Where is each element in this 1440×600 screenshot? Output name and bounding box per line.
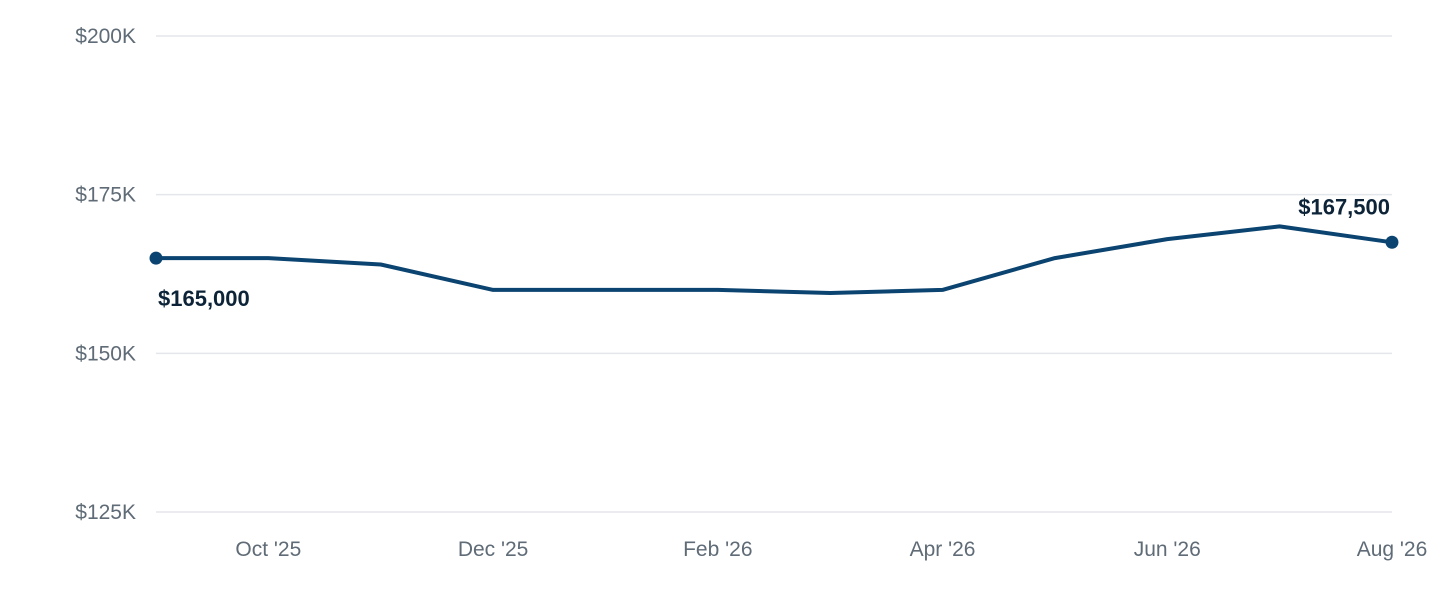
x-tick-label: Apr '26 bbox=[910, 538, 976, 561]
y-tick-label: $175K bbox=[75, 184, 136, 207]
end-point-marker bbox=[1385, 235, 1399, 249]
start-value-label: $165,000 bbox=[158, 286, 250, 311]
x-tick-label: Feb '26 bbox=[683, 538, 752, 561]
y-axis-tick-labels: $200K $175K $150K $125K bbox=[75, 25, 136, 524]
grid-lines bbox=[156, 35, 1392, 513]
x-tick-label: Aug '26 bbox=[1357, 538, 1428, 561]
x-axis-tick-labels: Oct '25 Dec '25 Feb '26 Apr '26 Jun '26 Aug '… bbox=[235, 538, 1427, 561]
x-tick-label: Dec '25 bbox=[458, 538, 529, 561]
series-line bbox=[154, 224, 1394, 295]
series-layer bbox=[149, 224, 1399, 295]
end-value-label: $167,500 bbox=[1298, 194, 1390, 219]
y-tick-label: $200K bbox=[75, 25, 136, 48]
y-tick-label: $150K bbox=[75, 342, 136, 365]
x-tick-label: Jun '26 bbox=[1134, 538, 1201, 561]
y-tick-label: $125K bbox=[75, 501, 136, 524]
start-point-marker bbox=[149, 251, 163, 265]
x-tick-label: Oct '25 bbox=[235, 538, 301, 561]
end-point-labels: $165,000 $167,500 bbox=[158, 194, 1390, 311]
